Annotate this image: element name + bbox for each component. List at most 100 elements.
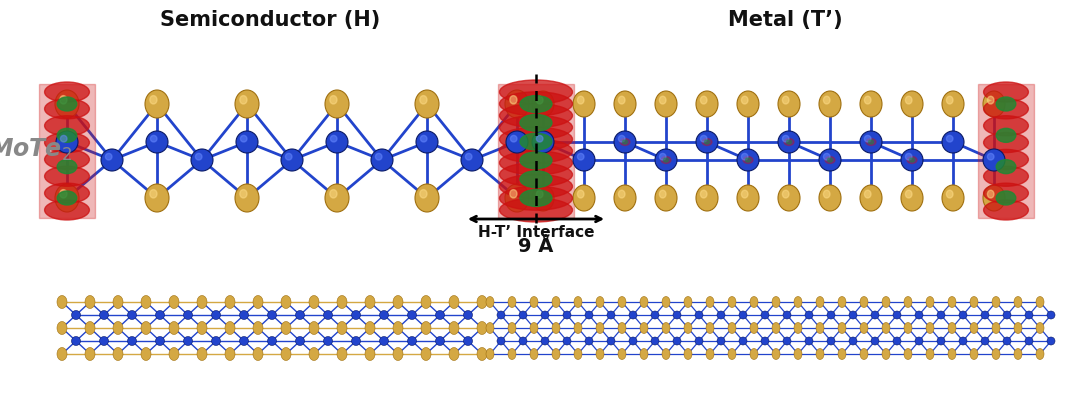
Ellipse shape — [521, 152, 552, 169]
Circle shape — [268, 337, 276, 346]
Ellipse shape — [59, 96, 67, 104]
Circle shape — [351, 337, 361, 346]
Ellipse shape — [44, 183, 90, 203]
Circle shape — [959, 311, 967, 319]
Ellipse shape — [57, 347, 67, 360]
Ellipse shape — [926, 349, 934, 360]
Ellipse shape — [500, 174, 572, 199]
Bar — [39, 84, 95, 218]
Ellipse shape — [905, 190, 912, 198]
Ellipse shape — [393, 321, 403, 335]
Ellipse shape — [197, 347, 207, 360]
Ellipse shape — [329, 190, 337, 198]
Ellipse shape — [816, 297, 824, 307]
Ellipse shape — [420, 190, 427, 198]
Ellipse shape — [619, 96, 625, 104]
Ellipse shape — [615, 185, 636, 211]
Ellipse shape — [660, 96, 666, 104]
Ellipse shape — [750, 297, 758, 307]
Circle shape — [827, 337, 835, 345]
Ellipse shape — [772, 323, 780, 333]
Circle shape — [946, 136, 953, 142]
Ellipse shape — [948, 323, 956, 333]
Ellipse shape — [926, 297, 934, 307]
Ellipse shape — [521, 133, 552, 150]
Ellipse shape — [996, 191, 1016, 205]
Ellipse shape — [325, 90, 349, 118]
Ellipse shape — [141, 295, 151, 309]
Ellipse shape — [778, 91, 800, 117]
Ellipse shape — [57, 321, 67, 335]
Ellipse shape — [948, 297, 956, 307]
Circle shape — [241, 136, 247, 142]
Ellipse shape — [640, 297, 648, 307]
Ellipse shape — [225, 347, 235, 360]
Ellipse shape — [618, 323, 626, 333]
Ellipse shape — [838, 297, 846, 307]
Ellipse shape — [882, 323, 890, 333]
Circle shape — [915, 311, 923, 319]
Circle shape — [893, 311, 901, 319]
Text: MoTe$_2$: MoTe$_2$ — [0, 137, 71, 163]
Ellipse shape — [684, 349, 692, 360]
Ellipse shape — [741, 190, 748, 198]
Ellipse shape — [573, 91, 595, 117]
Circle shape — [739, 311, 747, 319]
Ellipse shape — [866, 138, 876, 145]
Ellipse shape — [984, 183, 1028, 203]
Ellipse shape — [253, 295, 264, 309]
Circle shape — [673, 337, 681, 345]
Circle shape — [981, 311, 989, 319]
Circle shape — [372, 149, 393, 171]
Circle shape — [127, 337, 136, 346]
Text: H-T’ Interface: H-T’ Interface — [477, 225, 594, 240]
Circle shape — [330, 136, 337, 142]
Circle shape — [717, 311, 725, 319]
Circle shape — [915, 337, 923, 345]
Circle shape — [127, 311, 136, 319]
Ellipse shape — [145, 184, 168, 212]
Ellipse shape — [521, 171, 552, 187]
Ellipse shape — [772, 297, 780, 307]
Ellipse shape — [701, 190, 707, 198]
Circle shape — [146, 131, 168, 153]
Ellipse shape — [44, 99, 90, 119]
Circle shape — [106, 153, 112, 160]
Ellipse shape — [85, 347, 95, 360]
Circle shape — [737, 149, 759, 171]
Text: 9 Å: 9 Å — [518, 237, 554, 256]
Ellipse shape — [113, 347, 123, 360]
Ellipse shape — [329, 96, 337, 104]
Circle shape — [573, 149, 595, 171]
Circle shape — [420, 136, 427, 142]
Ellipse shape — [984, 150, 1028, 169]
Ellipse shape — [784, 138, 794, 145]
Circle shape — [805, 337, 813, 345]
Ellipse shape — [537, 190, 543, 198]
Ellipse shape — [44, 82, 90, 102]
Ellipse shape — [860, 91, 882, 117]
Ellipse shape — [993, 323, 1000, 333]
Ellipse shape — [737, 185, 759, 211]
Ellipse shape — [573, 297, 582, 307]
Circle shape — [651, 337, 659, 345]
Ellipse shape — [948, 349, 956, 360]
Ellipse shape — [882, 297, 890, 307]
Circle shape — [901, 149, 923, 171]
Circle shape — [761, 337, 769, 345]
Circle shape — [563, 311, 571, 319]
Circle shape — [532, 131, 554, 153]
Circle shape — [507, 131, 528, 153]
Ellipse shape — [521, 115, 552, 131]
Ellipse shape — [530, 349, 538, 360]
Ellipse shape — [415, 184, 438, 212]
Ellipse shape — [737, 91, 759, 117]
Ellipse shape — [197, 295, 207, 309]
Ellipse shape — [596, 297, 604, 307]
Ellipse shape — [421, 347, 431, 360]
Ellipse shape — [987, 96, 994, 104]
Ellipse shape — [823, 96, 831, 104]
Ellipse shape — [141, 347, 151, 360]
Ellipse shape — [904, 349, 912, 360]
Circle shape — [578, 153, 584, 160]
